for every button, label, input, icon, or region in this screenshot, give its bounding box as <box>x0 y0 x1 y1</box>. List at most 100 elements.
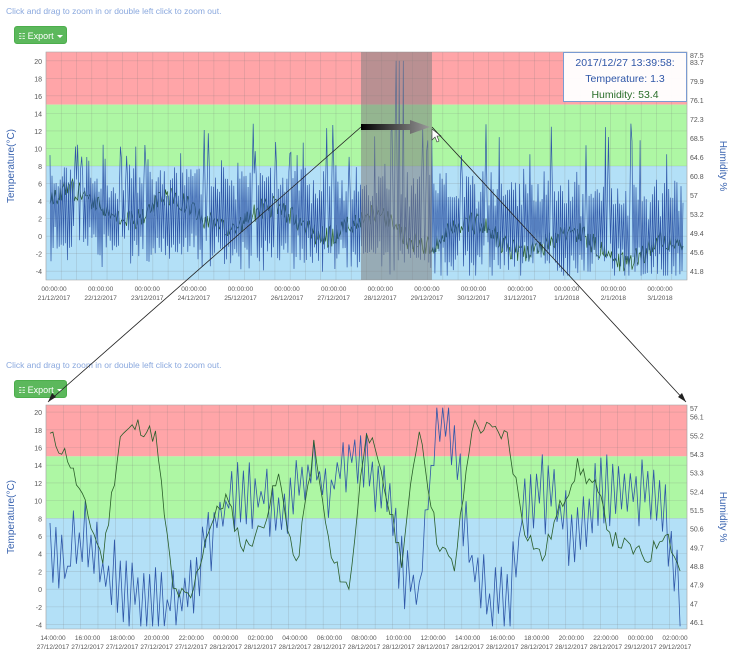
y-tick-label: 18 <box>34 428 42 435</box>
y-tick-label: 4 <box>38 199 42 206</box>
series-temperature-zoomed <box>49 407 681 627</box>
y-tick-label: 14 <box>34 111 42 118</box>
y-tick-label: 8 <box>38 516 42 523</box>
zoom-hint-bottom: Click and drag to zoom in or double left… <box>6 360 222 370</box>
y2-tick-label: 53.3 <box>690 471 704 478</box>
y-tick-label: 4 <box>38 552 42 559</box>
y2-tick-label: 48.8 <box>690 564 704 571</box>
x-tick-date: 28/12/2017 <box>313 644 346 651</box>
y-axis-title: Temperature(°C) <box>6 480 17 554</box>
x-tick-date: 28/12/2017 <box>348 644 381 651</box>
y2-tick-label: 50.6 <box>690 527 704 534</box>
x-tick-date: 28/12/2017 <box>417 644 450 651</box>
y-tick-label: 6 <box>38 182 42 189</box>
export-button-bottom[interactable]: ☷ Export <box>14 380 67 398</box>
zoom-connector-right <box>431 126 687 403</box>
x-tick-time: 00:00:00 <box>554 286 580 293</box>
x-tick-time: 06:00:00 <box>317 635 343 642</box>
x-tick-date: 28/12/2017 <box>451 644 484 651</box>
x-tick-time: 10:00:00 <box>386 635 412 642</box>
x-tick-date: 28/12/2017 <box>486 644 519 651</box>
x-tick-time: 00:00:00 <box>628 635 654 642</box>
zoom-hint-top: Click and drag to zoom in or double left… <box>6 6 222 16</box>
y2-tick-label: 54.3 <box>690 452 704 459</box>
x-tick-date: 28/12/2017 <box>555 644 588 651</box>
x-tick-date: 21/12/2017 <box>38 295 71 302</box>
x-tick-time: 14:00:00 <box>40 635 66 642</box>
x-tick-date: 25/12/2017 <box>224 295 257 302</box>
x-tick-date: 28/12/2017 <box>590 644 623 651</box>
y-tick-label: 18 <box>34 76 42 83</box>
zoom-selection-rect <box>361 52 432 280</box>
y2-tick-label: 72.3 <box>690 117 704 124</box>
y2-tick-label: 64.6 <box>690 155 704 162</box>
y-tick-label: -4 <box>36 269 42 276</box>
y2-tick-label: 57 <box>690 406 698 413</box>
y2-tick-label: 55.2 <box>690 433 704 440</box>
y2-tick-label: 47 <box>690 601 698 608</box>
y-tick-label: 14 <box>34 463 42 470</box>
y-tick-label: -2 <box>36 605 42 612</box>
x-tick-time: 04:00:00 <box>282 635 308 642</box>
y2-tick-label: 41.8 <box>690 269 704 276</box>
x-tick-time: 16:00:00 <box>75 635 101 642</box>
x-tick-time: 00:00:00 <box>414 286 440 293</box>
x-tick-time: 22:00:00 <box>593 635 619 642</box>
x-tick-date: 27/12/2017 <box>317 295 350 302</box>
x-tick-time: 00:00:00 <box>647 286 673 293</box>
x-tick-time: 00:00:00 <box>321 286 347 293</box>
export-button-top[interactable]: ☷ Export <box>14 26 67 44</box>
series-humidity-zoomed <box>49 419 681 599</box>
chart-tooltip: 2017/12/27 13:39:58: Temperature: 1.3 Hu… <box>563 52 687 102</box>
x-tick-time: 20:00:00 <box>144 635 170 642</box>
y-tick-label: 12 <box>34 481 42 488</box>
y2-tick-label: 79.9 <box>690 79 704 86</box>
tooltip-temperature: Temperature: 1.3 <box>585 73 665 85</box>
y-tick-label: 10 <box>34 499 42 506</box>
y-tick-label: -2 <box>36 252 42 259</box>
y-tick-label: 20 <box>34 59 42 66</box>
y2-tick-label: 68.5 <box>690 136 704 143</box>
x-tick-time: 00:00:00 <box>274 286 300 293</box>
y-tick-label: 0 <box>38 234 42 241</box>
x-tick-date: 31/12/2017 <box>504 295 537 302</box>
y2-tick-label: 56.1 <box>690 415 704 422</box>
caret-down-icon <box>56 389 63 393</box>
x-tick-time: 00:00:00 <box>461 286 487 293</box>
band-cold-1 <box>46 518 687 629</box>
x-tick-date: 29/12/2017 <box>624 644 657 651</box>
x-tick-date: 29/12/2017 <box>659 644 692 651</box>
connector-arrowhead-right <box>678 393 686 402</box>
band-hot-1 <box>46 405 687 457</box>
x-tick-time: 16:00:00 <box>490 635 516 642</box>
export-label: Export <box>27 385 54 395</box>
x-tick-time: 14:00:00 <box>455 635 481 642</box>
x-tick-date: 24/12/2017 <box>178 295 211 302</box>
export-label: Export <box>27 31 54 41</box>
x-tick-date: 3/1/2018 <box>647 295 673 302</box>
y-tick-label: 6 <box>38 534 42 541</box>
y2-tick-label: 83.7 <box>690 60 704 67</box>
y2-tick-label: 47.9 <box>690 583 704 590</box>
y2-tick-label: 53.2 <box>690 212 704 219</box>
connector-arrowhead-left <box>48 393 56 402</box>
x-tick-time: 12:00:00 <box>420 635 446 642</box>
x-tick-time: 20:00:00 <box>559 635 585 642</box>
x-tick-time: 18:00:00 <box>524 635 550 642</box>
y-tick-label: 2 <box>38 569 42 576</box>
tooltip-date: 2017/12/27 13:39:58: <box>575 57 675 69</box>
x-tick-time: 00:00:00 <box>601 286 627 293</box>
x-tick-date: 27/12/2017 <box>175 644 208 651</box>
x-tick-date: 28/12/2017 <box>244 644 277 651</box>
y2-tick-label: 45.6 <box>690 250 704 257</box>
x-tick-date: 26/12/2017 <box>271 295 304 302</box>
y-tick-label: 10 <box>34 146 42 153</box>
y2-tick-label: 76.1 <box>690 98 704 105</box>
y-tick-label: 20 <box>34 410 42 417</box>
x-tick-date: 30/12/2017 <box>457 295 490 302</box>
x-tick-time: 02:00:00 <box>248 635 274 642</box>
y-tick-label: 2 <box>38 217 42 224</box>
x-tick-date: 28/12/2017 <box>210 644 243 651</box>
y2-tick-label: 60.8 <box>690 174 704 181</box>
x-tick-time: 00:00:00 <box>41 286 67 293</box>
